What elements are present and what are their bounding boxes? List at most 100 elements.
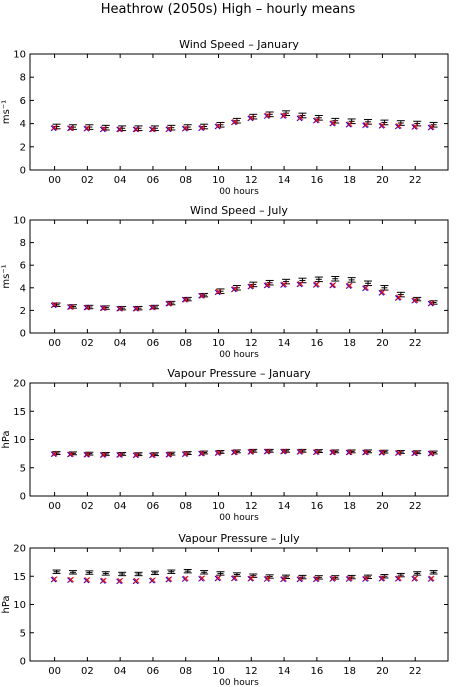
cross-stroke xyxy=(99,305,106,311)
cross-stroke xyxy=(150,126,156,133)
cross-point xyxy=(297,280,304,287)
y-tick-label: 0 xyxy=(20,166,26,177)
x-tick-label: 04 xyxy=(114,338,127,349)
y-axis-label: ms⁻¹ xyxy=(1,100,12,124)
cross-point xyxy=(132,126,139,133)
cross-point xyxy=(116,452,123,458)
x-tick-label: 18 xyxy=(343,175,356,186)
cross-point xyxy=(297,448,304,455)
cross-point xyxy=(99,452,106,458)
cross-point xyxy=(132,452,139,459)
cross-point xyxy=(330,282,337,288)
x-tick-label: 18 xyxy=(343,666,356,677)
cross-stroke xyxy=(297,448,304,455)
cross-point xyxy=(84,577,91,583)
cross-stroke xyxy=(281,281,287,288)
cross-stroke xyxy=(166,125,173,132)
cross-point xyxy=(346,121,353,128)
cross-point xyxy=(232,575,238,581)
cross-stroke xyxy=(132,452,139,459)
cross-point xyxy=(412,575,419,582)
y-tick-label: 10 xyxy=(13,600,26,611)
cross-stroke xyxy=(313,449,319,456)
cross-point xyxy=(248,575,255,582)
cross-stroke xyxy=(330,575,337,582)
y-tick-label: 20 xyxy=(13,379,26,390)
x-tick-label: 06 xyxy=(147,338,160,349)
y-axis-label: ms⁻¹ xyxy=(1,264,12,288)
cross-stroke xyxy=(395,575,402,582)
y-tick-label: 0 xyxy=(20,329,26,340)
chart-title: Vapour Pressure – January xyxy=(167,367,311,380)
cross-point xyxy=(67,125,73,132)
cross-stroke xyxy=(314,449,320,455)
cross-point xyxy=(84,451,91,458)
cross-point xyxy=(133,126,140,133)
x-tick-label: 08 xyxy=(179,175,192,186)
cross-stroke xyxy=(428,300,435,306)
x-tick-label: 06 xyxy=(147,501,160,512)
cross-stroke xyxy=(132,126,139,133)
cross-point xyxy=(149,452,155,459)
y-tick-label: 15 xyxy=(13,407,26,418)
cross-stroke xyxy=(231,449,237,456)
x-tick-label: 16 xyxy=(310,175,323,186)
cross-point xyxy=(330,575,337,582)
x-tick-label: 20 xyxy=(376,666,389,677)
x-tick-label: 18 xyxy=(343,338,356,349)
cross-point xyxy=(51,124,58,131)
cross-point xyxy=(199,575,205,582)
chart-title: Vapour Pressure – July xyxy=(178,532,300,545)
cross-point xyxy=(150,452,156,458)
cross-stroke xyxy=(116,305,123,312)
cross-stroke xyxy=(363,449,369,456)
cross-point xyxy=(395,123,402,129)
cross-point xyxy=(329,449,336,456)
x-tick-label: 16 xyxy=(310,666,323,677)
cross-point xyxy=(133,305,140,312)
cross-stroke xyxy=(182,575,189,582)
cross-stroke xyxy=(117,577,124,584)
cross-point xyxy=(264,112,271,119)
cross-stroke xyxy=(248,575,255,582)
cross-point xyxy=(50,451,57,458)
cross-point xyxy=(215,575,222,581)
cross-stroke xyxy=(346,449,353,456)
x-tick-label: 22 xyxy=(409,175,422,186)
cross-stroke xyxy=(412,575,419,582)
cross-stroke xyxy=(346,575,353,582)
x-tick-label: 00 xyxy=(48,175,61,186)
cross-stroke xyxy=(182,125,189,132)
y-axis-label: hPa xyxy=(1,595,12,613)
cross-point xyxy=(330,449,337,456)
y-tick-label: 4 xyxy=(20,119,26,130)
cross-point xyxy=(297,575,304,582)
cross-stroke xyxy=(263,448,270,455)
cross-point xyxy=(297,114,304,121)
plot-frame xyxy=(29,53,449,171)
x-tick-label: 22 xyxy=(409,666,422,677)
cross-stroke xyxy=(51,301,58,308)
x-tick-label: 20 xyxy=(376,501,389,512)
cross-point xyxy=(215,288,222,295)
cross-point xyxy=(117,577,124,584)
x-tick-label: 14 xyxy=(278,338,291,349)
cross-stroke xyxy=(428,450,435,457)
cross-stroke xyxy=(264,282,271,288)
cross-stroke xyxy=(411,450,418,457)
y-tick-label: 10 xyxy=(13,216,26,227)
cross-stroke xyxy=(84,451,91,458)
cross-stroke xyxy=(117,126,124,133)
cross-point xyxy=(100,305,107,311)
x-tick-label: 08 xyxy=(179,666,192,677)
cross-point xyxy=(198,292,204,299)
x-tick-label: 02 xyxy=(81,501,94,512)
cross-point xyxy=(166,300,173,307)
cross-point xyxy=(117,126,124,133)
cross-stroke xyxy=(214,450,221,456)
cross-stroke xyxy=(149,452,155,459)
cross-point xyxy=(247,449,254,455)
plot-frame xyxy=(29,547,449,662)
cross-stroke xyxy=(314,117,320,123)
